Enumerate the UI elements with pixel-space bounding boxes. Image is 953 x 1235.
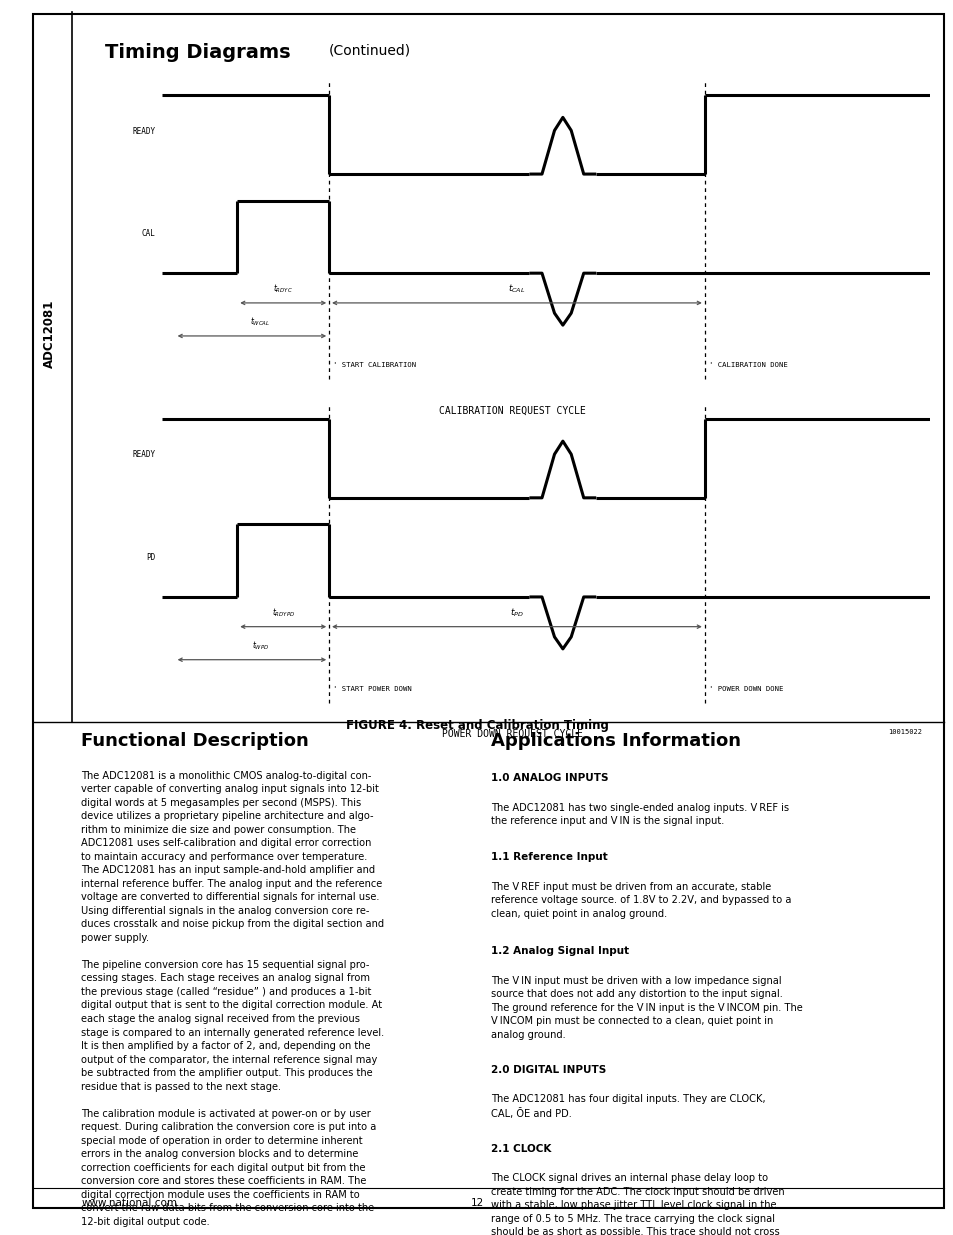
Text: CALIBRATION REQUEST CYCLE: CALIBRATION REQUEST CYCLE bbox=[439, 405, 585, 415]
Text: $t_{WPD}$: $t_{WPD}$ bbox=[252, 640, 269, 652]
Text: 12: 12 bbox=[470, 1198, 483, 1208]
Text: ' START POWER DOWN: ' START POWER DOWN bbox=[333, 687, 412, 692]
Text: The V IN input must be driven with a low impedance signal
source that does not a: The V IN input must be driven with a low… bbox=[491, 976, 802, 1040]
Text: The CLOCK signal drives an internal phase delay loop to
create timing for the AD: The CLOCK signal drives an internal phas… bbox=[491, 1173, 797, 1235]
Text: $t_{PD}$: $t_{PD}$ bbox=[510, 606, 523, 619]
Text: www.national.com: www.national.com bbox=[81, 1198, 177, 1208]
Text: READY: READY bbox=[132, 127, 155, 136]
Text: $t_{WCAL}$: $t_{WCAL}$ bbox=[250, 315, 270, 329]
Text: ' START CALIBRATION: ' START CALIBRATION bbox=[333, 362, 416, 368]
Text: FIGURE 4. Reset and Calibration Timing: FIGURE 4. Reset and Calibration Timing bbox=[345, 719, 608, 732]
Text: (Continued): (Continued) bbox=[329, 43, 411, 57]
Text: 1.0 ANALOG INPUTS: 1.0 ANALOG INPUTS bbox=[491, 773, 608, 783]
Text: $t_{RDYC}$: $t_{RDYC}$ bbox=[273, 283, 293, 295]
Text: Timing Diagrams: Timing Diagrams bbox=[105, 43, 291, 62]
Text: The V REF input must be driven from an accurate, stable
reference voltage source: The V REF input must be driven from an a… bbox=[491, 882, 791, 919]
Text: Applications Information: Applications Information bbox=[491, 732, 740, 751]
Text: 1.2 Analog Signal Input: 1.2 Analog Signal Input bbox=[491, 946, 629, 956]
Text: 1.1 Reference Input: 1.1 Reference Input bbox=[491, 852, 607, 862]
Text: POWER DOWN REQUEST CYCLE: POWER DOWN REQUEST CYCLE bbox=[442, 729, 582, 739]
Text: READY: READY bbox=[132, 451, 155, 459]
Text: The ADC12081 has four digital inputs. They are CLOCK,
CAL, ŎE and PD.: The ADC12081 has four digital inputs. Th… bbox=[491, 1094, 765, 1119]
Text: The ADC12081 is a monolithic CMOS analog-to-digital con-
verter capable of conve: The ADC12081 is a monolithic CMOS analog… bbox=[81, 771, 384, 1226]
Text: 10015022: 10015022 bbox=[887, 729, 921, 735]
Text: $t_{CAL}$: $t_{CAL}$ bbox=[508, 283, 525, 295]
Text: $t_{RDYPD}$: $t_{RDYPD}$ bbox=[272, 606, 294, 619]
Text: ' POWER DOWN DONE: ' POWER DOWN DONE bbox=[708, 687, 782, 692]
Text: 2.1 CLOCK: 2.1 CLOCK bbox=[491, 1144, 551, 1153]
Text: ' CALIBRATION DONE: ' CALIBRATION DONE bbox=[708, 362, 787, 368]
Text: Functional Description: Functional Description bbox=[81, 732, 309, 751]
Text: CAL: CAL bbox=[141, 228, 155, 238]
Text: The ADC12081 has two single-ended analog inputs. V REF is
the reference input an: The ADC12081 has two single-ended analog… bbox=[491, 803, 789, 826]
Text: ADC12081: ADC12081 bbox=[43, 299, 56, 368]
Text: 2.0 DIGITAL INPUTS: 2.0 DIGITAL INPUTS bbox=[491, 1065, 606, 1074]
Text: PD: PD bbox=[146, 553, 155, 562]
